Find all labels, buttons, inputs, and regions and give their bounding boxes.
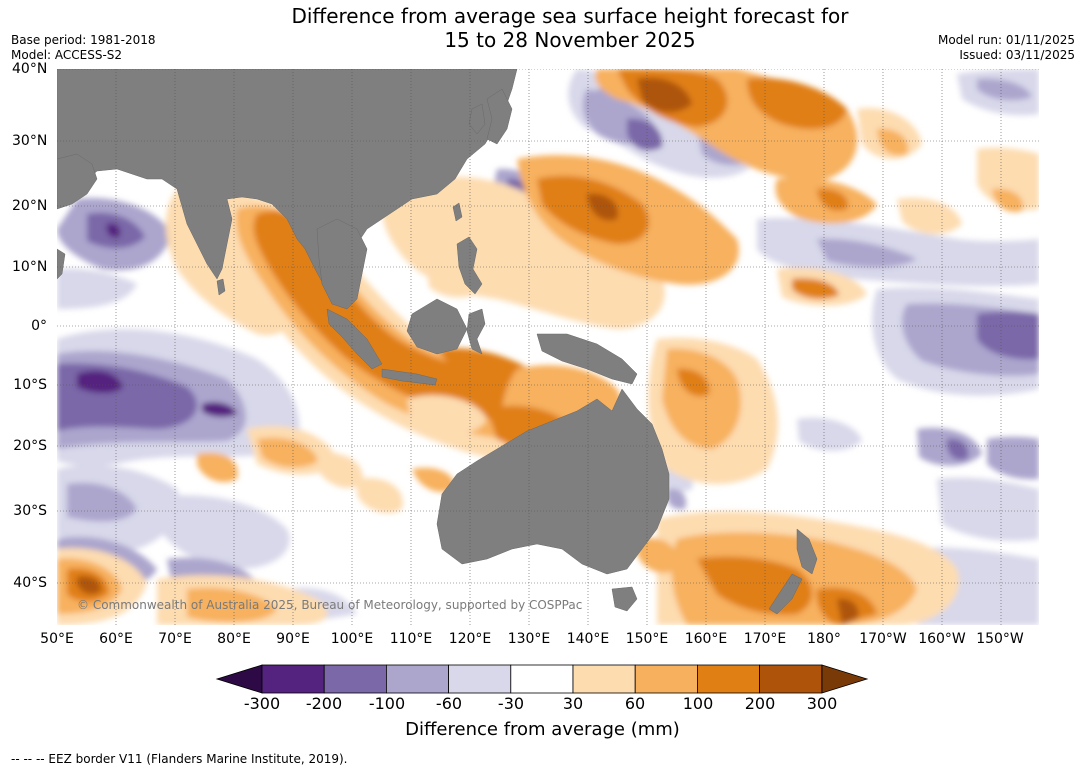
lon-label-130e: 130°E	[507, 631, 551, 647]
title-line-2: 15 to 28 November 2025	[444, 28, 696, 52]
lat-label-40n: 40°N	[12, 61, 48, 77]
colorbar-tick: -300	[243, 694, 281, 713]
lon-label-120e: 120°E	[448, 631, 492, 647]
lat-label-10n: 10°N	[12, 259, 48, 275]
copyright-notice: © Commonwealth of Australia 2025, Bureau…	[77, 598, 583, 612]
colorbar-tick: -100	[368, 694, 406, 713]
colorbar	[215, 664, 871, 700]
model-info: Base period: 1981-2018 Model: ACCESS-S2	[11, 33, 156, 63]
lon-label-140e: 140°E	[566, 631, 610, 647]
land-masses	[57, 69, 818, 615]
colorbar-bin-minus200-minus100	[323, 664, 387, 694]
colorbar-bin-30-60	[572, 664, 636, 694]
colorbar-bin-minus60-minus30	[448, 664, 512, 694]
colorbar-arrow-low	[215, 664, 263, 694]
lat-label-20s: 20°S	[13, 438, 47, 454]
colorbar-tick: 60	[624, 694, 646, 713]
korea	[468, 103, 486, 135]
australia	[436, 388, 670, 575]
lat-label-40s: 40°S	[13, 575, 47, 591]
colorbar-tick: -60	[435, 694, 463, 713]
run-info: Model run: 01/11/2025 Issued: 03/11/2025	[938, 33, 1075, 63]
map-title: Difference from average sea surface heig…	[0, 4, 1085, 52]
lon-label-170e: 170°E	[743, 631, 787, 647]
taiwan	[452, 202, 463, 222]
colorbar-label: Difference from average (mm)	[405, 719, 680, 740]
new-zealand-south	[768, 573, 803, 615]
colorbar-bin-200-300	[759, 664, 823, 694]
borneo	[406, 298, 468, 355]
madagascar	[57, 248, 66, 280]
lon-label-160e: 160°E	[684, 631, 728, 647]
model-run-date: Model run: 01/11/2025	[937, 33, 1075, 47]
lon-label-50e: 50°E	[40, 631, 74, 647]
lat-label-30n: 30°N	[12, 133, 48, 149]
arabian-peninsula	[57, 153, 98, 210]
sumatra	[326, 308, 383, 370]
title-line-1: Difference from average sea surface heig…	[291, 4, 849, 28]
colorbar-arrow-high	[821, 664, 869, 694]
lon-label-60e: 60°E	[99, 631, 133, 647]
colorbar-bin-minus100-minus60	[385, 664, 449, 694]
colorbar-svg	[215, 664, 869, 694]
colorbar-tick: 200	[744, 694, 776, 713]
lon-label-150w: 150°W	[976, 631, 1024, 647]
lat-label-10s: 10°S	[13, 377, 47, 393]
lon-label-150e: 150°E	[625, 631, 669, 647]
japan	[486, 88, 513, 145]
issued-date: Issued: 03/11/2025	[959, 48, 1075, 62]
lon-label-70e: 70°E	[158, 631, 192, 647]
lat-label-20n: 20°N	[12, 198, 48, 214]
eez-border-note: -- -- -- EEZ border V11 (Flanders Marine…	[11, 752, 348, 766]
lon-label-80e: 80°E	[217, 631, 251, 647]
colorbar-tick: -30	[497, 694, 525, 713]
model-name: Model: ACCESS-S2	[11, 48, 123, 62]
tasmania	[611, 586, 638, 612]
lon-label-100e: 100°E	[330, 631, 374, 647]
philippines	[456, 236, 483, 295]
colorbar-bin-60-100	[634, 664, 698, 694]
new-zealand-north	[796, 528, 818, 575]
lat-label-30s: 30°S	[13, 503, 47, 519]
sri-lanka	[216, 278, 226, 296]
colorbar-bin-minus30-30	[510, 664, 574, 694]
colorbar-tick: 30	[562, 694, 584, 713]
lon-label-160w: 160°W	[918, 631, 966, 647]
colorbar-tick: 100	[682, 694, 714, 713]
colorbar-bin-100-200	[696, 664, 760, 694]
sulawesi	[466, 308, 486, 355]
lon-label-90e: 90°E	[276, 631, 310, 647]
base-period: Base period: 1981-2018	[11, 33, 156, 47]
lon-label-110e: 110°E	[389, 631, 433, 647]
colorbar-tick: -200	[305, 694, 343, 713]
new-guinea	[536, 333, 638, 385]
lon-label-170w: 170°W	[859, 631, 907, 647]
indochina	[316, 218, 368, 310]
colorbar-bin-minus300-minus200	[261, 664, 325, 694]
lat-label-equator: 0°	[31, 318, 47, 334]
colorbar-tick: 300	[806, 694, 838, 713]
sea-surface-height-map	[57, 69, 1039, 625]
lon-label-180: 180°	[807, 631, 841, 647]
asia-landmass	[57, 69, 518, 300]
map-canvas	[57, 69, 1039, 625]
